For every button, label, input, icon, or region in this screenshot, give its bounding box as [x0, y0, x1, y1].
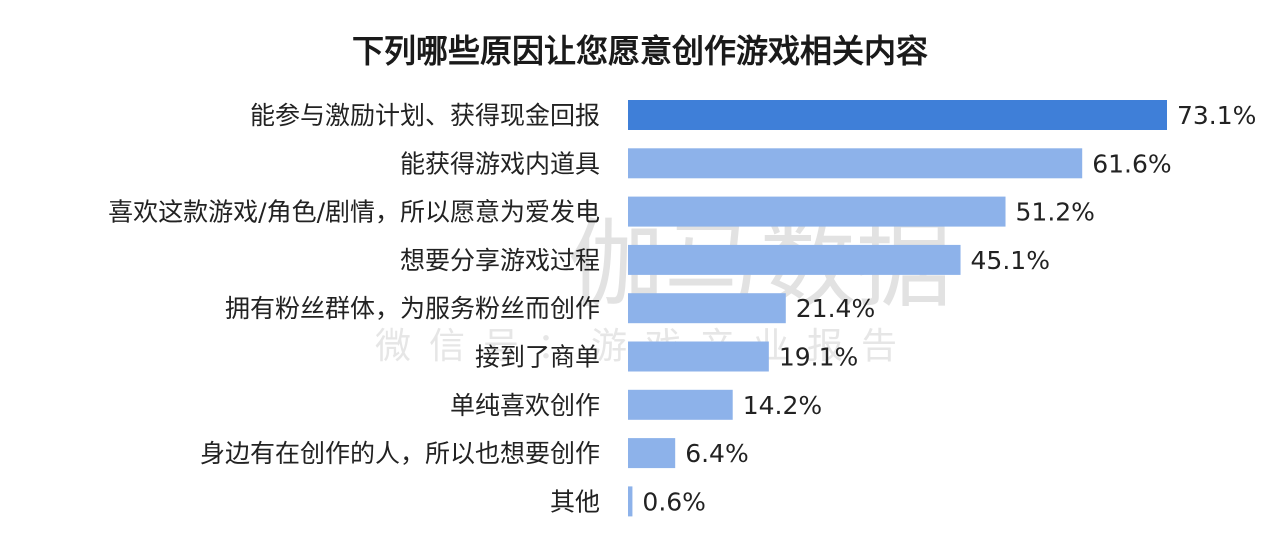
bar	[628, 341, 769, 372]
value-label: 21.4%	[796, 294, 875, 323]
bar	[628, 100, 1167, 130]
bars-group: 能参与激励计划、获得现金回报 73.1% 能获得游戏内道具 61.6% 喜欢这款游戏/角…	[108, 100, 1256, 517]
chart-title: 下列哪些原因让您愿意创作游戏相关内容	[352, 32, 928, 70]
value-label: 14.2%	[743, 391, 822, 420]
value-label: 0.6%	[642, 487, 706, 516]
category-label: 想要分享游戏过程	[400, 246, 600, 275]
bar	[628, 486, 633, 517]
value-label: 45.1%	[971, 246, 1050, 275]
category-label: 接到了商单	[475, 343, 600, 372]
bar	[628, 438, 676, 469]
category-label: 能参与激励计划、获得现金回报	[250, 101, 600, 130]
category-label: 能获得游戏内道具	[400, 149, 600, 178]
value-label: 51.2%	[1016, 198, 1095, 227]
value-label: 61.6%	[1092, 149, 1171, 178]
value-label: 73.1%	[1177, 101, 1256, 130]
value-label: 6.4%	[685, 439, 749, 468]
category-label: 单纯喜欢创作	[450, 391, 600, 420]
bar	[628, 148, 1083, 179]
category-label: 喜欢这款游戏/角色/剧情，所以愿意为爱发电	[108, 198, 600, 227]
category-label: 拥有粉丝群体，为服务粉丝而创作	[225, 294, 600, 323]
bar	[628, 244, 961, 275]
category-label: 身边有在创作的人，所以也想要创作	[200, 439, 600, 468]
bar	[628, 196, 1006, 227]
value-label: 19.1%	[779, 343, 858, 372]
bar	[628, 293, 786, 324]
bar	[628, 389, 733, 420]
category-label: 其他	[550, 487, 600, 516]
